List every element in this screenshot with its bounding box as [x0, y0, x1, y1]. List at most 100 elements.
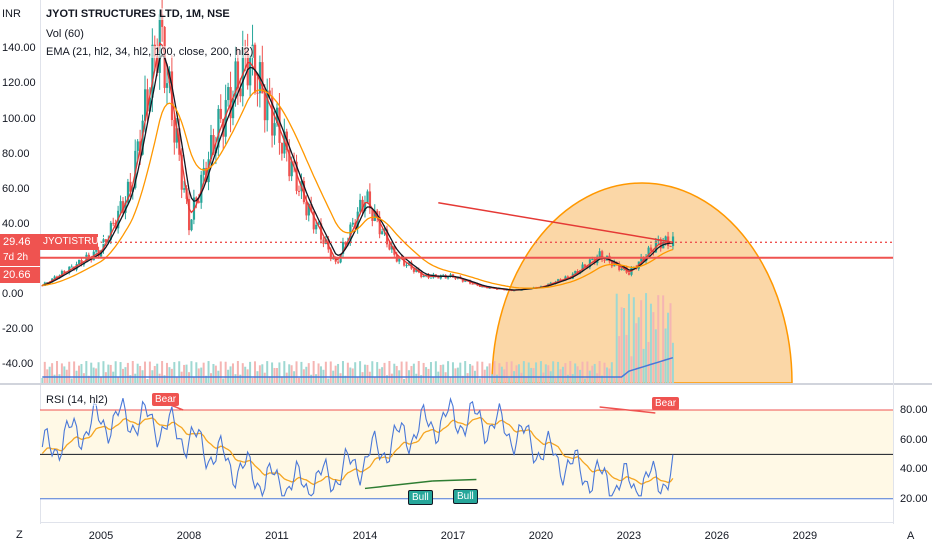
rsi-axis-label: 60.00 — [900, 433, 928, 446]
volume-bar — [46, 369, 49, 383]
volume-bar — [163, 375, 166, 383]
volume-bar — [610, 362, 613, 383]
rsi-bear-signal: Bear — [152, 393, 180, 406]
candle-body — [151, 44, 154, 98]
volume-bar — [258, 365, 261, 383]
price-chart-svg[interactable] — [40, 0, 893, 383]
volume-bar — [647, 341, 650, 383]
volume-bar — [222, 378, 225, 383]
volume-bar — [659, 362, 662, 383]
candle-body — [271, 96, 274, 136]
pane-separator[interactable] — [0, 383, 932, 385]
time-axis-label: 2026 — [704, 530, 730, 542]
volume-bar — [605, 367, 608, 383]
volume-bar — [100, 376, 102, 383]
volume-bar — [669, 303, 672, 383]
volume-bar — [515, 365, 518, 383]
candle-body — [249, 57, 252, 86]
volume-bar — [53, 374, 56, 383]
rsi-chart-svg[interactable] — [40, 385, 893, 522]
volume-bar — [381, 367, 384, 383]
volume-bar — [41, 377, 44, 383]
volume-bar — [429, 362, 432, 383]
time-axis-label: 2023 — [616, 530, 642, 542]
candle-body — [649, 247, 653, 251]
volume-bar — [417, 361, 420, 383]
price-chart-pane[interactable]: JYOTI STRUCTURES LTD, 1M, NSE Vol (60) E… — [40, 0, 893, 383]
volume-bar — [346, 362, 349, 383]
candle-body — [70, 266, 73, 268]
candle-body — [222, 118, 225, 137]
volume-bar — [566, 374, 569, 383]
volume-bar — [263, 372, 266, 383]
trend-line — [438, 202, 674, 243]
volume-bar — [82, 373, 85, 383]
volume-bar — [183, 364, 186, 383]
volume-bar — [664, 328, 667, 383]
volume-bar — [625, 334, 628, 383]
volume-bar — [354, 362, 357, 383]
volume-bar — [649, 303, 652, 383]
candle-body — [180, 154, 183, 190]
candle-body — [601, 251, 604, 260]
volume-bar — [337, 363, 340, 383]
volume-bar — [136, 363, 139, 383]
volume-bar — [530, 367, 533, 383]
ema-legend: EMA (21, hl2, 34, hl2, 100, close, 200, … — [46, 46, 254, 58]
volume-bar — [297, 377, 300, 383]
candle-body — [288, 149, 291, 177]
projection-arc — [491, 182, 793, 383]
candle-body — [378, 216, 381, 235]
time-axis[interactable]: 2005 2008 2011 2014 2017 2020 2023 2026 2029 — [40, 522, 893, 551]
candle-body — [405, 265, 408, 267]
price-axis-left[interactable]: INR 140.00 120.00 100.00 80.00 60.00 40.00 20.… — [0, 0, 41, 524]
support-price-tag: 20.66 — [0, 267, 40, 283]
volume-bar — [185, 364, 188, 383]
volume-bar — [295, 361, 298, 383]
chart-title: JYOTI STRUCTURES LTD, 1M, NSE — [46, 8, 230, 20]
volume-bar — [539, 361, 542, 383]
time-axis-label: 2011 — [265, 530, 289, 542]
candle-body — [312, 211, 315, 230]
volume-bar — [156, 363, 159, 383]
candle-body — [488, 287, 491, 289]
zoom-corner-button[interactable]: Z — [16, 529, 23, 541]
volume-bar — [143, 361, 146, 383]
rsi-pane[interactable]: RSI (14, hl2) Bear Bear Bull Bull — [40, 385, 893, 522]
candle-body — [642, 256, 645, 262]
candle-body — [80, 260, 83, 265]
candle-body — [161, 14, 164, 27]
volume-bar — [459, 362, 462, 383]
candle-body — [344, 241, 347, 245]
auto-scale-button[interactable]: A — [907, 530, 915, 542]
volume-bar — [442, 364, 445, 383]
candle-body — [383, 229, 386, 232]
candle-body — [442, 275, 445, 277]
volume-bar — [581, 361, 584, 383]
volume-bar — [598, 361, 601, 383]
volume-bar — [288, 364, 291, 383]
candle-body — [295, 161, 298, 191]
volume-bar — [503, 369, 506, 383]
volume-bar — [657, 295, 660, 383]
volume-bar — [202, 362, 205, 383]
volume-bar — [547, 365, 550, 383]
volume-bar — [439, 364, 442, 383]
candle-body — [293, 161, 296, 163]
rsi-axis-right[interactable]: 80.00 60.00 40.00 20.00 — [893, 0, 932, 524]
candle-body — [305, 202, 308, 216]
volume-bar — [170, 368, 173, 383]
rsi-bull-signal: Bull — [408, 490, 433, 505]
candle-body — [197, 201, 200, 203]
candle-body — [373, 210, 376, 221]
candle-body — [471, 283, 474, 285]
candle-body — [212, 135, 215, 154]
volume-bar — [266, 361, 269, 383]
rsi-line — [41, 396, 674, 498]
volume-bar — [90, 362, 93, 383]
volume-bar — [273, 367, 276, 383]
volume-bar — [97, 362, 100, 383]
candle-body — [209, 135, 213, 160]
candle-body — [645, 256, 648, 262]
candle-body — [403, 257, 406, 266]
